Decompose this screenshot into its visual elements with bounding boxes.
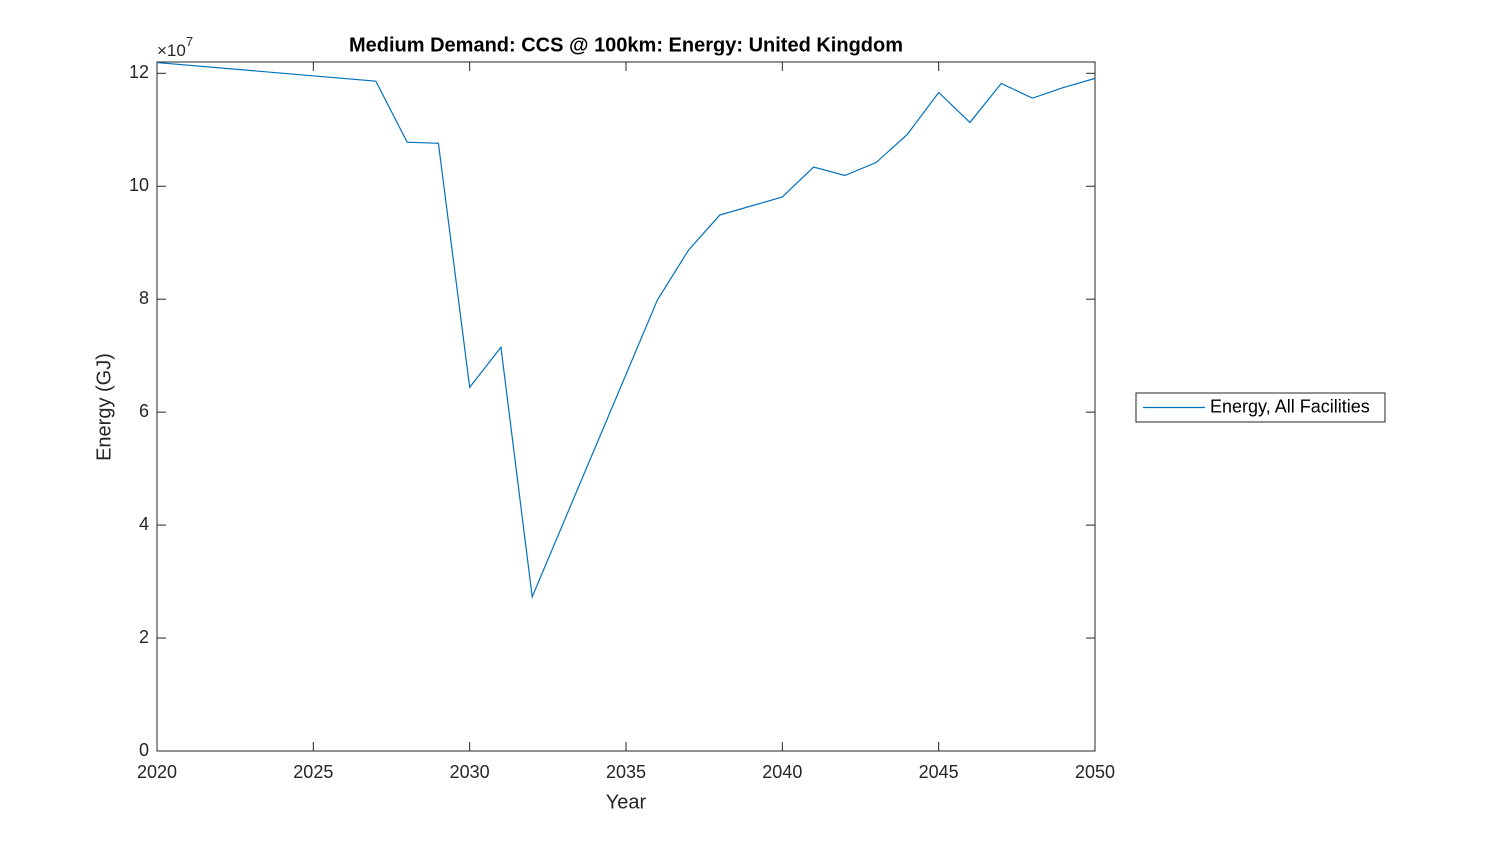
x-tick-label: 2045 (919, 762, 959, 782)
y-tick-label: 12 (129, 62, 149, 82)
y-tick-label: 8 (139, 288, 149, 308)
x-axis-label: Year (606, 791, 647, 813)
y-multiplier-exponent: 7 (186, 34, 193, 49)
x-tick-label: 2020 (137, 762, 177, 782)
chart-title: Medium Demand: CCS @ 100km: Energy: Unit… (349, 34, 903, 56)
legend-label: Energy, All Facilities (1210, 396, 1370, 416)
data-line (156, 61, 1096, 600)
y-tick-label: 2 (139, 627, 149, 647)
x-tick-label: 2030 (450, 762, 490, 782)
y-tick-label: 0 (139, 740, 149, 760)
x-tick-label: 2050 (1075, 762, 1115, 782)
y-tick-label: 10 (129, 175, 149, 195)
y-tick-label: 6 (139, 401, 149, 421)
y-multiplier: ×107 (157, 34, 193, 60)
x-tick-label: 2040 (762, 762, 802, 782)
x-tick-label: 2025 (293, 762, 333, 782)
y-multiplier-base: ×10 (157, 41, 186, 60)
x-tick-label: 2035 (606, 762, 646, 782)
y-axis-label: Energy (GJ) (93, 353, 115, 461)
y-tick-label: 4 (139, 514, 149, 534)
legend-box (1135, 392, 1386, 423)
